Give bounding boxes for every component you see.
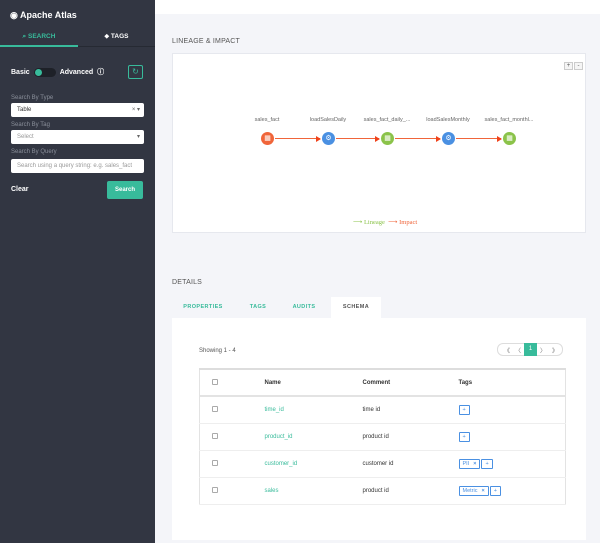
zoom-in-button[interactable]: + (564, 62, 573, 70)
search-mode-toggle[interactable] (33, 67, 56, 77)
table-row: time_id time id + (199, 396, 566, 424)
basic-label: Basic (11, 68, 30, 76)
lineage-panel: + - sales_fact ▦ loadSalesDaily ⚙ sales_fact… (172, 53, 586, 233)
table-row: customer_id customer id PII × + (199, 450, 566, 478)
tab-schema[interactable]: SCHEMA (331, 297, 381, 318)
table-row: product_id product id + (199, 423, 566, 451)
row-checkbox[interactable] (212, 459, 218, 466)
column-comment: product id (362, 477, 459, 505)
legend-lineage: ⟶ Lineage (353, 219, 385, 226)
plus-icon: + (462, 406, 466, 413)
pagination: 《 〈 1 〉 》 (497, 343, 563, 356)
type-label: Search By Type (11, 95, 54, 101)
next-page-button[interactable]: 〉 (540, 349, 547, 355)
sidebar: ◉ Apache Atlas ⌕ SEARCH ⬥ TAGS Basic Adva… (0, 0, 155, 543)
column-name-link[interactable]: product_id (264, 423, 363, 451)
lineage-node-table[interactable]: ▦ (261, 132, 274, 145)
lineage-node-table[interactable]: ▦ (381, 132, 394, 145)
zoom-out-button[interactable]: - (574, 62, 583, 70)
page-1-button[interactable]: 1 (524, 343, 537, 356)
node-label: loadSalesDaily (309, 117, 347, 123)
details-title: DETAILS (172, 279, 203, 286)
first-page-button[interactable]: 《 (504, 349, 511, 355)
tab-properties[interactable]: PROPERTIES (183, 304, 223, 310)
node-label: sales_fact_daily_... (363, 117, 411, 123)
node-label: loadSalesMonthly (426, 117, 470, 123)
plus-icon: + (462, 433, 466, 440)
lineage-node-table[interactable]: ▦ (503, 132, 516, 145)
node-label: sales_fact (254, 117, 280, 123)
prev-page-button[interactable]: 〈 (515, 349, 522, 355)
add-tag-button[interactable]: + (458, 404, 470, 415)
help-icon[interactable]: ⓘ (97, 69, 105, 76)
lineage-edge (336, 135, 380, 142)
tag-badge: PII × (458, 458, 481, 469)
column-comment: time id (362, 396, 459, 424)
lineage-edge (395, 135, 441, 142)
tab-audits[interactable]: AUDITS (292, 304, 316, 310)
table-icon: ▦ (506, 135, 513, 142)
column-comment: product id (362, 423, 459, 451)
legend-impact: ⟶ Impact (388, 219, 418, 226)
gear-icon: ⚙ (445, 135, 452, 142)
gear-icon: ⚙ (325, 135, 332, 142)
refresh-icon: ↻ (132, 67, 139, 76)
refresh-button[interactable]: ↻ (128, 65, 143, 79)
top-bar (155, 0, 600, 14)
query-label: Search By Query (11, 149, 57, 155)
clear-button[interactable]: Clear (11, 186, 29, 193)
lineage-node-process[interactable]: ⚙ (442, 132, 455, 145)
search-icon: ⌕ (22, 33, 28, 40)
column-comment: customer id (362, 450, 459, 478)
schema-panel: Showing 1 - 4 《 〈 1 〉 》 Name Comment Tag… (172, 318, 586, 540)
query-input[interactable]: Search using a query string: e.g. sales_… (11, 159, 144, 173)
lineage-edge (275, 135, 321, 142)
col-name: Name (264, 369, 363, 397)
showing-count: Showing 1 - 4 (199, 348, 236, 354)
tag-icon: ⬥ (104, 33, 111, 40)
remove-tag-icon[interactable]: × (481, 487, 485, 494)
column-name-link[interactable]: customer_id (264, 450, 363, 478)
table-row: sales product id Metric × + (199, 477, 566, 505)
col-comment: Comment (362, 369, 459, 397)
type-select[interactable]: Table × ▾ (11, 103, 144, 117)
tab-tags[interactable]: TAGS (249, 304, 267, 310)
add-tag-button[interactable]: + (481, 458, 493, 469)
search-button[interactable]: Search (107, 181, 143, 199)
lineage-node-process[interactable]: ⚙ (322, 132, 335, 145)
tab-search[interactable]: ⌕ SEARCH (0, 28, 78, 47)
add-tag-button[interactable]: + (458, 431, 470, 442)
col-tags: Tags (458, 369, 566, 397)
remove-tag-icon[interactable]: × (473, 460, 477, 467)
globe-icon: ◉ (10, 10, 21, 20)
node-label: sales_fact_monthl... (484, 117, 534, 123)
last-page-button[interactable]: 》 (552, 349, 559, 355)
tag-badge: Metric × (458, 485, 489, 496)
add-tag-button[interactable]: + (489, 485, 501, 496)
plus-icon: + (493, 487, 497, 494)
column-name-link[interactable]: sales (264, 477, 363, 505)
tag-label: Search By Tag (11, 122, 50, 128)
select-all-checkbox[interactable] (212, 378, 218, 385)
plus-icon: + (485, 460, 489, 467)
tab-tags[interactable]: ⬥ TAGS (104, 33, 129, 40)
advanced-label: Advanced (59, 68, 94, 76)
lineage-edge (456, 135, 502, 142)
row-checkbox[interactable] (212, 432, 218, 439)
table-icon: ▦ (384, 135, 391, 142)
tag-select[interactable]: Select ▾ (11, 130, 144, 144)
row-checkbox[interactable] (212, 405, 218, 412)
lineage-title: LINEAGE & IMPACT (172, 38, 241, 45)
row-checkbox[interactable] (212, 486, 218, 493)
schema-table: Name Comment Tags time_id time id + product… (199, 368, 566, 505)
app-brand[interactable]: ◉ Apache Atlas (10, 10, 77, 20)
column-name-link[interactable]: time_id (264, 396, 363, 424)
table-icon: ▦ (264, 135, 271, 142)
